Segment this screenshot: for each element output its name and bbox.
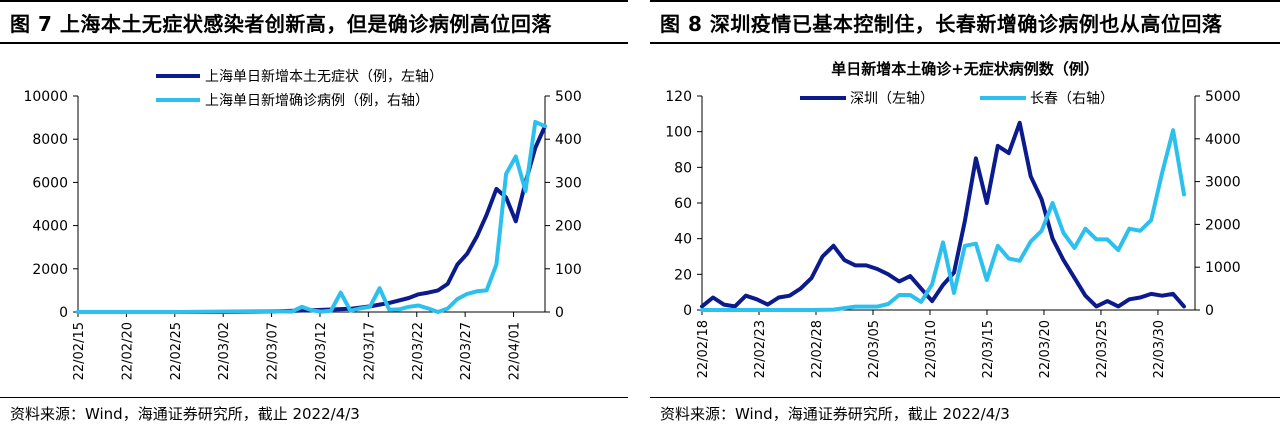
y-tick-label-left: 60 (674, 196, 692, 212)
source-note: 资料来源：Wind，海通证券研究所，截止 2022/4/3 (10, 405, 360, 423)
figure-title: 图 8 深圳疫情已基本控制住，长春新增确诊病例也从高位回落 (650, 0, 1280, 44)
y-tick-label-right: 0 (555, 305, 564, 321)
x-tick-label: 22/02/20 (120, 322, 135, 380)
x-tick-label: 22/02/18 (696, 320, 711, 378)
chart-shenzhen-changchun: 单日新增本土确诊+无症状病例数（例） 0 20 40 60 80 100 120 0 1000 20… (665, 60, 1241, 378)
y-tick-label-left: 10000 (23, 89, 68, 105)
y-tick-label-left: 40 (674, 232, 692, 248)
chart-title: 单日新增本土确诊+无症状病例数（例） (831, 60, 1099, 78)
source-divider (650, 397, 1280, 398)
x-tick-label: 22/03/25 (1095, 320, 1110, 378)
y-tick-label-left: 0 (683, 303, 692, 319)
x-tick-label: 22/03/27 (459, 322, 474, 380)
series-line (700, 120, 1186, 309)
y-tick-label-right: 0 (1205, 303, 1214, 319)
x-tick-label: 22/03/05 (867, 320, 882, 378)
y-tick-label-right: 500 (555, 89, 582, 105)
y-tick-label-right: 3000 (1205, 175, 1241, 191)
x-tick-label: 22/03/10 (924, 320, 939, 378)
y-tick-label-left: 100 (665, 125, 692, 141)
x-tick-label: 22/03/17 (362, 322, 377, 380)
x-tick-label: 22/03/30 (1152, 320, 1167, 378)
y-tick-label-left: 80 (674, 160, 692, 176)
y-tick-label-right: 200 (555, 219, 582, 235)
series-line (700, 128, 1186, 312)
source-note: 资料来源：Wind，海通证券研究所，截止 2022/4/3 (660, 405, 1010, 423)
y-tick-label-right: 1000 (1205, 260, 1241, 276)
series-line (76, 124, 547, 314)
x-tick-label: 22/03/20 (1038, 320, 1053, 378)
legend-label: 上海单日新增确诊病例（例，右轴） (205, 93, 429, 109)
panel-right: 图 8 深圳疫情已基本控制住，长春新增确诊病例也从高位回落 单日新增本土确诊+无… (650, 0, 1280, 428)
series-line (76, 119, 547, 314)
y-tick-label-right: 2000 (1205, 217, 1241, 233)
y-tick-label-right: 300 (555, 175, 582, 191)
y-tick-label-left: 0 (59, 305, 68, 321)
legend-label: 长春（右轴） (1030, 91, 1114, 107)
y-tick-label-left: 4000 (32, 219, 68, 235)
source-divider (0, 397, 628, 398)
x-tick-label: 22/02/23 (753, 320, 768, 378)
x-tick-label: 22/02/25 (169, 322, 184, 380)
y-tick-label-left: 20 (674, 267, 692, 283)
x-tick-label: 22/03/12 (314, 322, 329, 380)
figure-title: 图 7 上海本土无症状感染者创新高，但是确诊病例高位回落 (0, 0, 628, 44)
legend-label: 深圳（左轴） (850, 91, 934, 107)
legend-label: 上海单日新增本土无症状（例，左轴） (205, 69, 443, 85)
x-tick-label: 22/03/07 (266, 322, 281, 380)
y-tick-label-left: 6000 (32, 175, 68, 191)
x-tick-label: 22/02/15 (72, 322, 87, 380)
panel-left: 图 7 上海本土无症状感染者创新高，但是确诊病例高位回落 0 2000 4000 60… (0, 0, 628, 428)
y-tick-label-left: 120 (665, 89, 692, 105)
y-tick-label-right: 5000 (1205, 89, 1241, 105)
y-tick-label-left: 2000 (32, 262, 68, 278)
x-tick-label: 22/03/02 (217, 322, 232, 380)
y-tick-label-right: 100 (555, 262, 582, 278)
y-tick-label-left: 8000 (32, 132, 68, 148)
x-tick-label: 22/03/15 (981, 320, 996, 378)
x-tick-label: 22/04/01 (508, 322, 523, 380)
chart-shanghai: 0 2000 4000 6000 8000 10000 0 100 200 300 400 500 22… (23, 69, 582, 380)
y-tick-label-right: 400 (555, 132, 582, 148)
x-tick-label: 22/02/28 (810, 320, 825, 378)
y-tick-label-right: 4000 (1205, 132, 1241, 148)
x-tick-label: 22/03/22 (411, 322, 426, 380)
